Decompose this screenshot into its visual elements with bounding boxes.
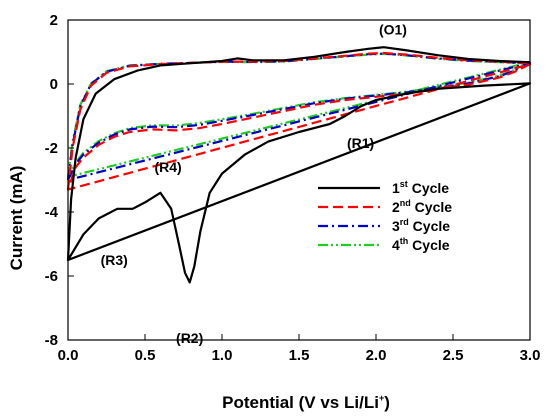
x-axis-title: Potential (V vs Li/Li+) [222, 393, 390, 412]
y-tick-label: -4 [45, 204, 59, 221]
x-tick-label: 2.5 [443, 347, 464, 364]
legend: 1st Cycle 2nd Cycle 3rd Cycle 4th Cycle [318, 179, 452, 253]
x-tick-label: 2.0 [366, 347, 387, 364]
plot-frame [67, 19, 531, 341]
series-line-cycle-1 [66, 46, 532, 284]
y-tick-label: -8 [45, 332, 58, 349]
legend-label-cycle-4: 4th Cycle [392, 236, 450, 253]
peak-label: (O1) [379, 21, 407, 37]
peak-annotations: (O1) (R1) (R2) (R3) (R4) [101, 21, 407, 346]
y-tick-label: 0 [50, 76, 58, 93]
x-tick-label: 1.5 [289, 347, 310, 364]
x-tick-label: 0.5 [135, 347, 156, 364]
axis-ticks: 0.0 0.5 1.0 1.5 2.0 2.5 3.0 -8 -6 -4 -2 0 2 [45, 12, 541, 364]
plot-lines [66, 46, 532, 284]
x-axis-title-sup: + [379, 393, 384, 403]
y-tick-label: -6 [45, 268, 58, 285]
y-axis-title: Current (mA) [7, 166, 26, 271]
series-line-cycle-4 [66, 52, 532, 178]
peak-label: (R3) [101, 252, 128, 268]
x-axis-title-end: ) [384, 393, 390, 412]
series-line-cycle-3 [66, 52, 532, 182]
legend-label-cycle-1: 1st Cycle [392, 179, 449, 196]
x-tick-label: 0.0 [58, 347, 79, 364]
peak-label: (R1) [347, 135, 374, 151]
legend-label-cycle-2: 2nd Cycle [392, 198, 452, 215]
x-tick-label: 3.0 [520, 347, 541, 364]
y-tick-label: -2 [45, 140, 58, 157]
x-axis-title-main: Potential (V vs Li/Li [222, 393, 379, 412]
legend-label-cycle-3: 3rd Cycle [392, 217, 450, 234]
peak-label: (R2) [176, 330, 203, 346]
peak-label: (R4) [154, 159, 181, 175]
y-tick-label: 2 [50, 12, 58, 29]
x-tick-label: 1.0 [212, 347, 233, 364]
